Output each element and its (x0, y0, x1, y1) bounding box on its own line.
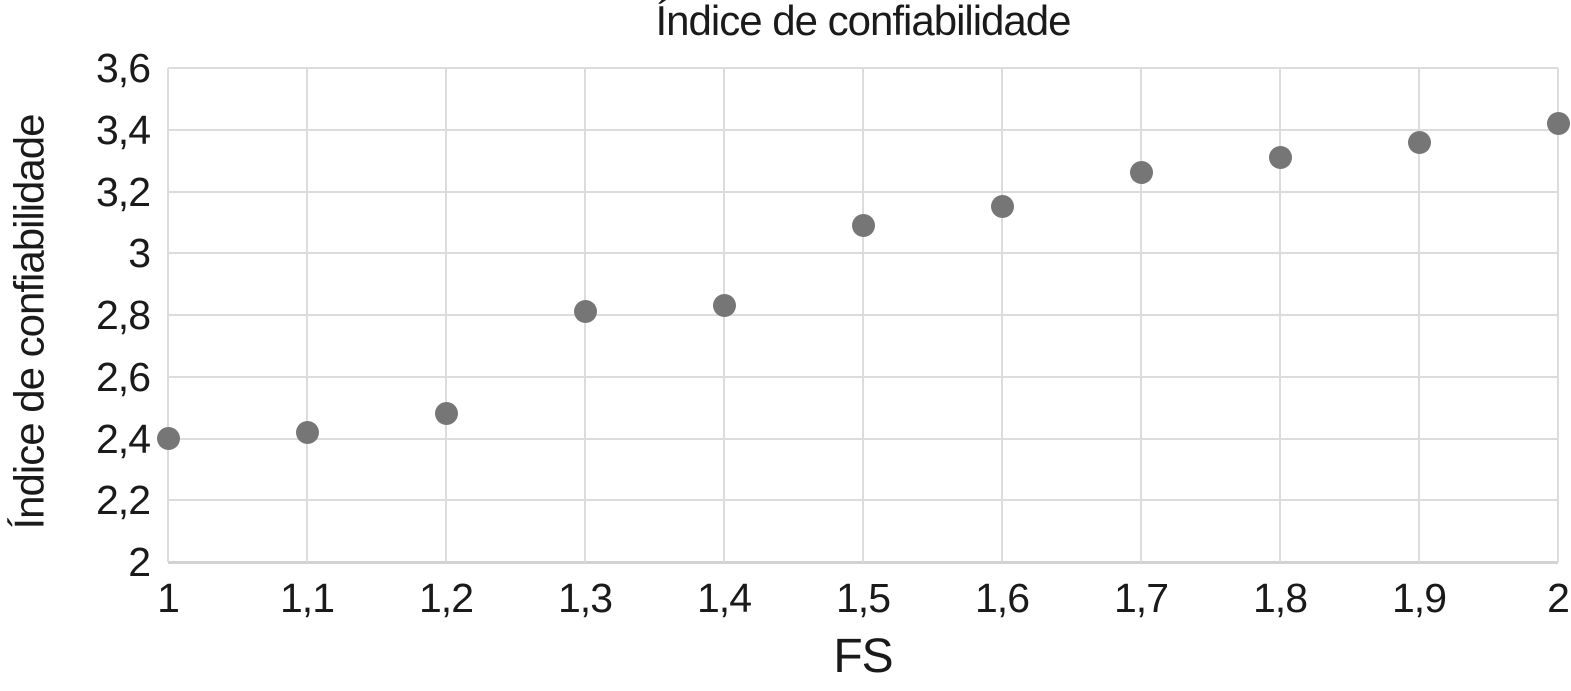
x-tick-label: 1,2 (419, 575, 474, 621)
x-axis-line (168, 561, 1558, 564)
y-tick-label: 2,4 (96, 415, 151, 462)
y-tick-label: 2,2 (96, 477, 151, 524)
x-tick-label: 1,4 (697, 575, 752, 621)
y-tick-label: 3,4 (96, 106, 151, 153)
gridline-vertical (1279, 68, 1281, 562)
data-point (990, 195, 1014, 219)
data-point (712, 294, 736, 318)
x-tick-label: 1,8 (1253, 575, 1308, 621)
y-tick-label: 3,2 (96, 168, 151, 215)
x-tick-label: 1,7 (1114, 575, 1169, 621)
gridline-vertical (862, 68, 864, 562)
gridline-vertical (445, 68, 447, 562)
data-point (1268, 146, 1292, 170)
gridline-vertical (1557, 68, 1559, 562)
data-point (295, 420, 319, 444)
x-axis-ticks: 1 1,1 1,2 1,3 1,4 1,5 1,6 1,7 1,8 1,9 2 (157, 575, 1570, 626)
plot-area (156, 67, 1570, 564)
y-tick-label: 3 (128, 230, 151, 277)
y-axis-line (167, 68, 169, 562)
x-axis-title: FS (833, 630, 893, 683)
gridline-vertical (1418, 68, 1420, 562)
data-point (1407, 130, 1431, 154)
gridline-vertical (1001, 68, 1003, 562)
data-point (1129, 161, 1153, 185)
x-tick-label: 1,6 (975, 575, 1030, 621)
y-tick-label: 2,6 (96, 353, 151, 400)
gridline-vertical (306, 68, 308, 562)
gridline-vertical (1140, 68, 1142, 562)
x-tick-label: 1,3 (558, 575, 613, 621)
data-point (156, 427, 180, 450)
y-tick-label: 3,6 (96, 45, 151, 91)
x-tick-label: 1,5 (836, 575, 891, 621)
x-tick-label: 2 (1547, 575, 1570, 621)
x-tick-label: 1,9 (1392, 575, 1447, 621)
data-point (573, 300, 597, 324)
chart-title: Índice de confiabilidade (655, 0, 1072, 44)
y-axis-ticks: 2 2,2 2,4 2,6 2,8 3 3,2 3,4 3,6 (0, 47, 151, 583)
data-point (851, 213, 875, 237)
x-tick-label: 1,1 (280, 575, 335, 621)
data-point (1546, 112, 1570, 136)
y-tick-label: 2,8 (96, 292, 151, 338)
data-point (434, 402, 458, 426)
x-tick-label: 1 (157, 575, 180, 621)
y-tick-label: 2 (128, 539, 151, 585)
